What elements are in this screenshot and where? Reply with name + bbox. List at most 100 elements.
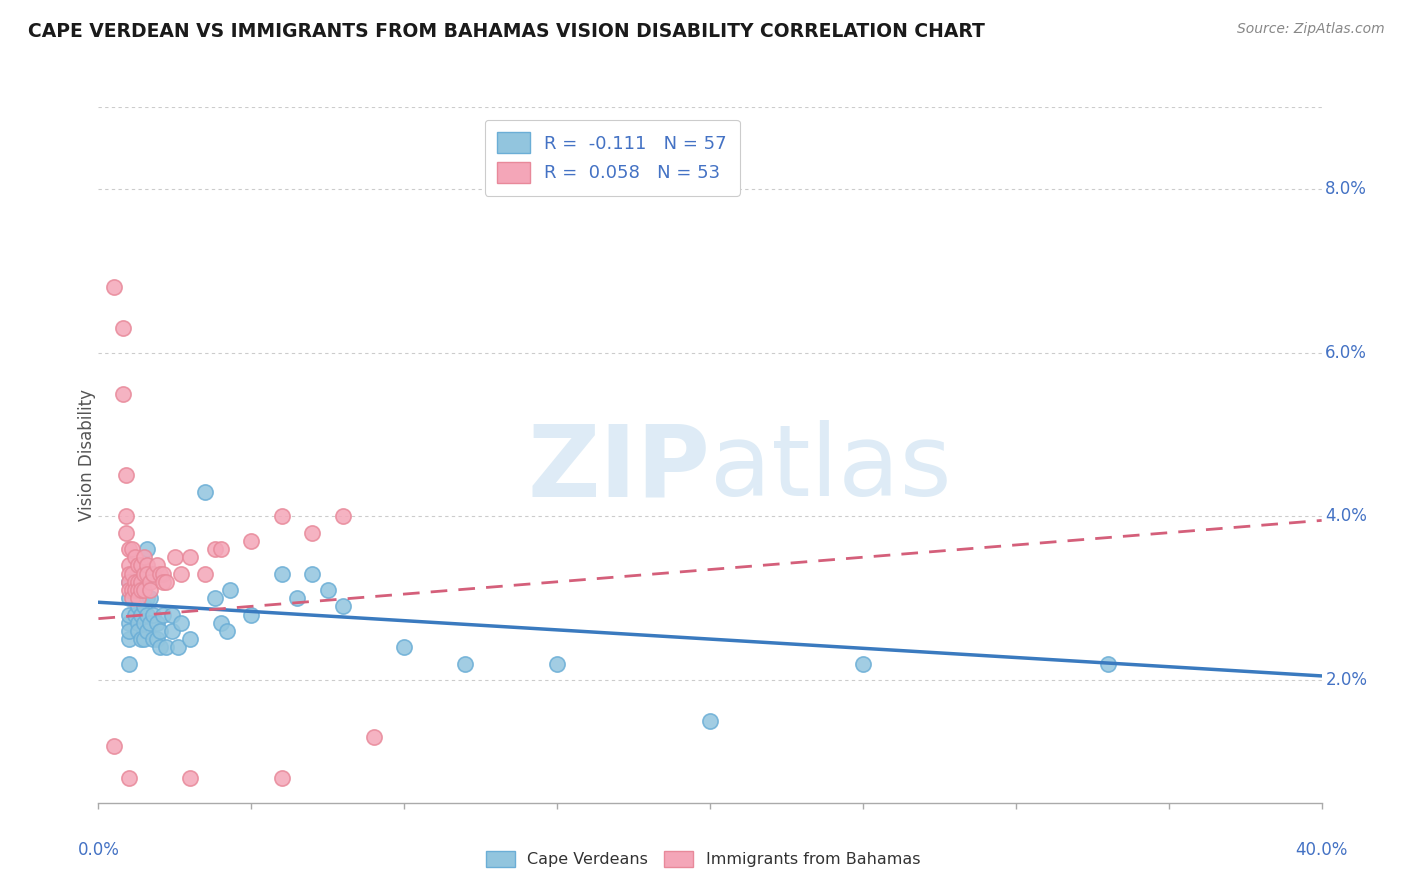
Point xyxy=(209,542,232,557)
Point xyxy=(392,640,416,655)
Point xyxy=(152,574,174,589)
Point xyxy=(152,566,174,581)
Point xyxy=(270,509,292,524)
Point xyxy=(136,591,159,606)
Point xyxy=(118,566,141,581)
Point xyxy=(145,632,167,646)
Point xyxy=(103,280,125,294)
Point xyxy=(129,574,152,589)
Point xyxy=(142,566,165,581)
Point xyxy=(127,582,149,597)
Point xyxy=(194,566,217,581)
Point xyxy=(136,558,159,573)
Point xyxy=(134,550,156,565)
Point xyxy=(332,509,354,524)
Point xyxy=(160,607,183,622)
Point xyxy=(129,582,152,597)
Point xyxy=(155,574,177,589)
Text: 40.0%: 40.0% xyxy=(1295,841,1348,859)
Point xyxy=(124,607,146,622)
Point xyxy=(111,321,134,335)
Point xyxy=(852,657,875,671)
Point xyxy=(129,632,152,646)
Point xyxy=(301,525,323,540)
Text: 4.0%: 4.0% xyxy=(1326,508,1367,525)
Point xyxy=(136,607,159,622)
Legend: Cape Verdeans, Immigrants from Bahamas: Cape Verdeans, Immigrants from Bahamas xyxy=(478,843,928,875)
Point xyxy=(115,509,138,524)
Point xyxy=(142,566,165,581)
Point xyxy=(142,607,165,622)
Point xyxy=(118,582,141,597)
Point xyxy=(285,591,308,606)
Text: CAPE VERDEAN VS IMMIGRANTS FROM BAHAMAS VISION DISABILITY CORRELATION CHART: CAPE VERDEAN VS IMMIGRANTS FROM BAHAMAS … xyxy=(28,22,986,41)
Point xyxy=(332,599,354,614)
Point xyxy=(139,591,162,606)
Text: 0.0%: 0.0% xyxy=(77,841,120,859)
Text: Source: ZipAtlas.com: Source: ZipAtlas.com xyxy=(1237,22,1385,37)
Point xyxy=(179,771,201,785)
Point xyxy=(111,386,134,401)
Text: 2.0%: 2.0% xyxy=(1326,671,1367,689)
Text: 6.0%: 6.0% xyxy=(1326,343,1367,361)
Point xyxy=(127,558,149,573)
Point xyxy=(134,574,156,589)
Point xyxy=(124,550,146,565)
Point xyxy=(179,550,201,565)
Point xyxy=(139,574,162,589)
Point xyxy=(170,615,193,630)
Point xyxy=(204,591,226,606)
Point xyxy=(270,566,292,581)
Point xyxy=(121,542,143,557)
Point xyxy=(134,566,156,581)
Point xyxy=(136,566,159,581)
Point xyxy=(129,582,152,597)
Text: ZIP: ZIP xyxy=(527,420,710,517)
Point xyxy=(129,607,152,622)
Point xyxy=(363,731,385,745)
Point xyxy=(127,624,149,638)
Point xyxy=(129,558,152,573)
Point xyxy=(118,771,141,785)
Point xyxy=(118,632,141,646)
Point xyxy=(139,582,162,597)
Point xyxy=(118,542,141,557)
Point xyxy=(194,484,217,499)
Point xyxy=(121,591,143,606)
Point xyxy=(219,582,242,597)
Point xyxy=(121,582,143,597)
Point xyxy=(127,615,149,630)
Y-axis label: Vision Disability: Vision Disability xyxy=(79,389,96,521)
Point xyxy=(115,468,138,483)
Point xyxy=(209,615,232,630)
Point xyxy=(152,607,174,622)
Point xyxy=(149,566,172,581)
Point xyxy=(118,574,141,589)
Point xyxy=(136,624,159,638)
Point xyxy=(699,714,721,728)
Point xyxy=(127,574,149,589)
Point xyxy=(134,615,156,630)
Point xyxy=(124,582,146,597)
Point xyxy=(134,599,156,614)
Text: 8.0%: 8.0% xyxy=(1326,180,1367,198)
Point xyxy=(170,566,193,581)
Point xyxy=(240,607,263,622)
Point xyxy=(121,566,143,581)
Point xyxy=(118,624,141,638)
Point xyxy=(179,632,201,646)
Point xyxy=(118,607,141,622)
Point xyxy=(127,591,149,606)
Point xyxy=(149,624,172,638)
Point xyxy=(118,657,141,671)
Point xyxy=(139,615,162,630)
Point xyxy=(163,550,186,565)
Point xyxy=(118,591,141,606)
Point xyxy=(136,542,159,557)
Point xyxy=(124,582,146,597)
Point xyxy=(118,574,141,589)
Point xyxy=(127,599,149,614)
Point xyxy=(134,582,156,597)
Legend: R =  -0.111   N = 57, R =  0.058   N = 53: R = -0.111 N = 57, R = 0.058 N = 53 xyxy=(485,120,740,195)
Point xyxy=(115,525,138,540)
